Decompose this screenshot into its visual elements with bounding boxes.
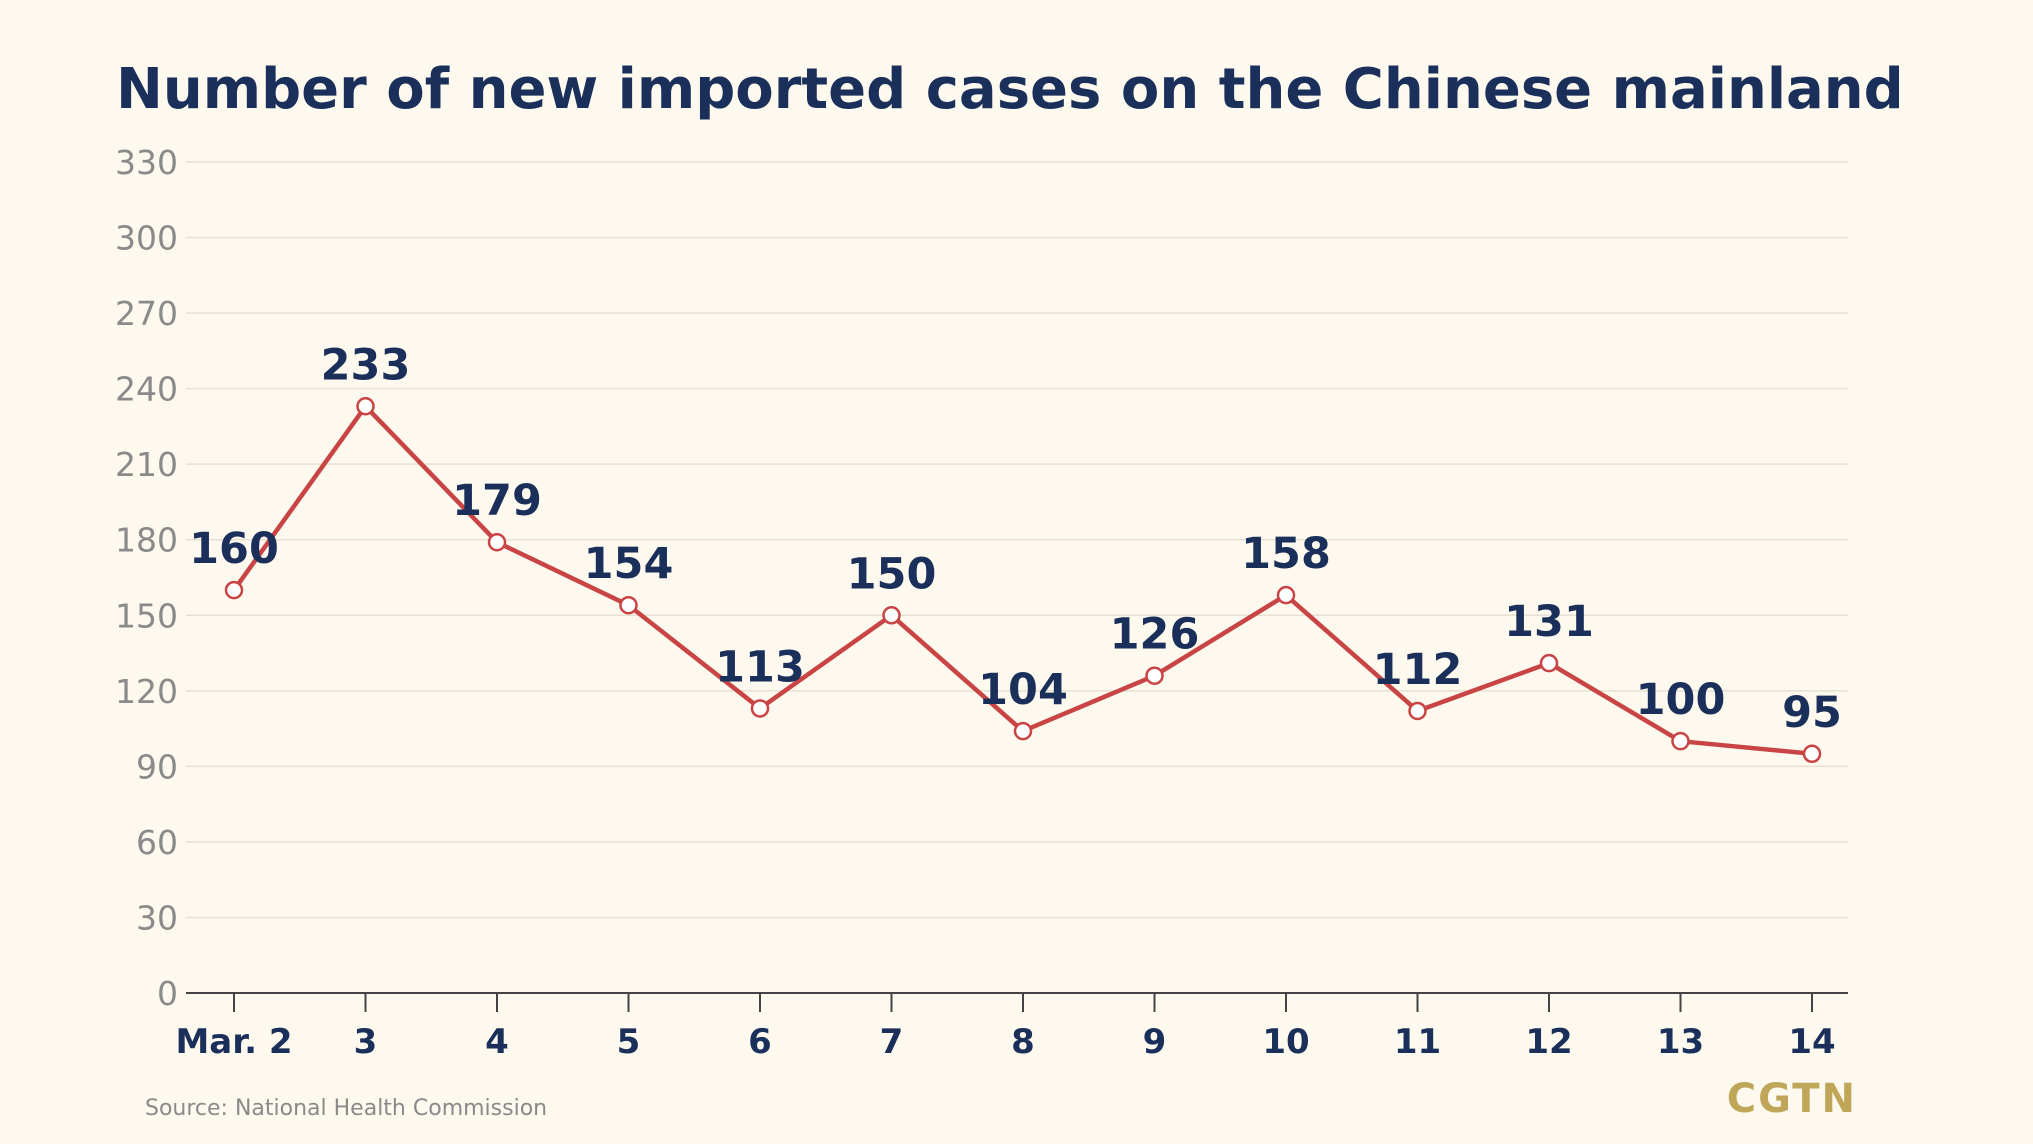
data-point xyxy=(1276,585,1296,605)
y-tick-label: 90 xyxy=(136,747,178,786)
x-tick-label: 7 xyxy=(880,1022,904,1062)
y-tick-label: 0 xyxy=(157,974,178,1013)
y-tick-label: 180 xyxy=(115,521,178,560)
data-label: 233 xyxy=(321,340,411,390)
x-tick-label: 13 xyxy=(1657,1022,1704,1062)
x-tick-label: 3 xyxy=(354,1022,378,1062)
data-labels: 160 233 179 154 113 150 104 126 158 112 131 100 95 xyxy=(189,340,1842,738)
data-label: 158 xyxy=(1241,529,1331,579)
data-label: 95 xyxy=(1782,688,1842,738)
data-label: 131 xyxy=(1504,597,1594,647)
y-tick-label: 120 xyxy=(115,672,178,711)
data-point xyxy=(1013,721,1033,741)
data-label: 104 xyxy=(978,665,1068,715)
data-label: 150 xyxy=(847,549,937,599)
chart-title: Number of new imported cases on the Chin… xyxy=(116,57,1904,122)
data-point xyxy=(1145,666,1164,685)
x-tick-label: 10 xyxy=(1262,1022,1309,1062)
source-note: Source: National Health Commission xyxy=(145,1096,547,1121)
y-tick-label: 30 xyxy=(136,898,178,937)
x-tick-label: 11 xyxy=(1394,1022,1441,1062)
data-point xyxy=(487,532,507,552)
data-point xyxy=(1408,701,1427,721)
gridlines xyxy=(186,161,1848,919)
x-axis-tick-labels: Mar. 2 3 4 5 6 7 8 9 10 11 12 13 14 xyxy=(175,993,1836,1062)
x-tick-label: 6 xyxy=(748,1022,772,1062)
data-point xyxy=(619,595,638,615)
data-label: 160 xyxy=(189,524,279,574)
y-tick-label: 330 xyxy=(115,143,178,182)
y-tick-label: 240 xyxy=(115,370,178,409)
x-tick-label: 5 xyxy=(617,1022,641,1062)
y-tick-label: 60 xyxy=(136,823,178,862)
x-tick-label: 12 xyxy=(1525,1022,1572,1062)
data-point xyxy=(750,699,770,718)
y-tick-label: 270 xyxy=(115,294,178,333)
x-tick-label: Mar. 2 xyxy=(175,1022,292,1062)
x-tick-label: 8 xyxy=(1011,1022,1035,1062)
data-point xyxy=(1802,744,1822,764)
data-label: 100 xyxy=(1636,675,1726,725)
y-tick-label: 150 xyxy=(115,596,178,635)
y-axis-tick-labels: 0 30 60 90 120 150 180 210 240 270 300 330 xyxy=(115,143,178,1013)
cgtn-logo: CGTN xyxy=(1727,1076,1857,1122)
x-tick-label: 4 xyxy=(485,1022,509,1062)
data-point xyxy=(224,580,244,600)
data-label: 179 xyxy=(452,476,542,526)
series-layer xyxy=(224,397,1822,764)
data-label: 112 xyxy=(1373,645,1463,695)
data-label: 126 xyxy=(1110,610,1200,660)
y-tick-label: 210 xyxy=(115,445,178,484)
data-point xyxy=(1671,731,1690,751)
x-tick-label: 14 xyxy=(1788,1022,1835,1062)
x-tick-label: 9 xyxy=(1143,1022,1167,1062)
data-point xyxy=(356,397,375,416)
data-label: 113 xyxy=(715,642,805,692)
data-point xyxy=(1539,653,1559,673)
y-tick-label: 300 xyxy=(115,219,178,258)
data-label: 154 xyxy=(584,539,674,589)
data-point xyxy=(882,606,901,625)
